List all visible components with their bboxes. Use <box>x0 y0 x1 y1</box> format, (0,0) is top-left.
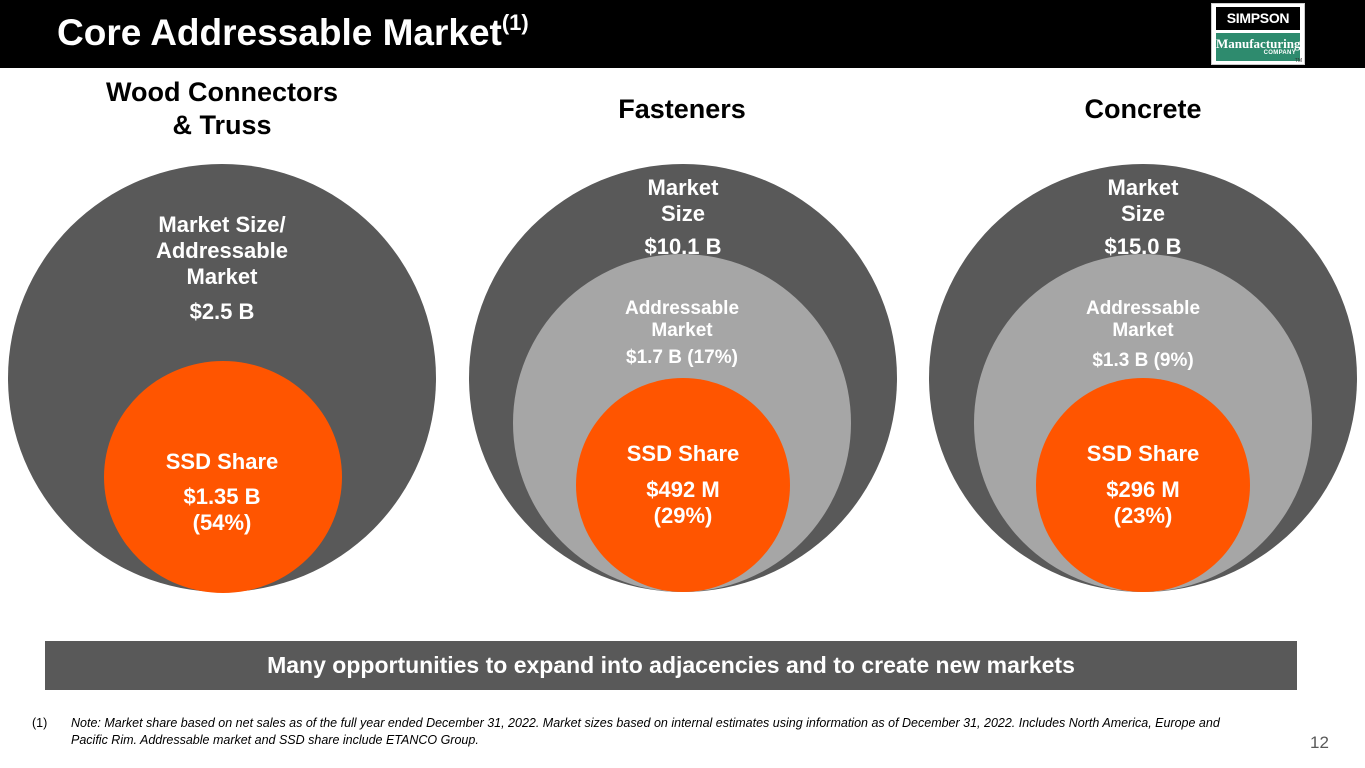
concrete-ssd-share-value: $296 M (23%) <box>1106 477 1180 528</box>
wood-ssd-share-value: $1.35 B (54%) <box>183 484 261 535</box>
footnote-number: (1) <box>32 716 48 730</box>
simpson-logo: SIMPSON Manufacturing COMPANY TM <box>1211 3 1305 65</box>
fasteners-ssd-share-value: $492 M (29%) <box>646 477 720 528</box>
fasteners-title: Fasteners <box>618 94 746 124</box>
fasteners-ssd-share-label: SSD Share <box>626 441 740 466</box>
wood-connectors-title: Wood Connectors & Truss <box>106 77 338 140</box>
concrete-addressable-label: Addressable Market <box>1085 298 1201 341</box>
logo-simpson-text: SIMPSON <box>1216 7 1300 30</box>
fasteners-addressable-value: $1.7 B (17%) <box>626 347 738 368</box>
wood-ssd-share-circle <box>104 361 342 593</box>
logo-trademark: TM <box>1294 58 1302 64</box>
opportunities-banner: Many opportunities to expand into adjace… <box>45 641 1297 690</box>
concrete-title: Concrete <box>1084 94 1202 124</box>
wood-ssd-share-label: SSD Share <box>165 449 279 474</box>
concrete-ssd-share-label: SSD Share <box>1086 441 1200 466</box>
fasteners-addressable-label: Addressable Market <box>624 298 740 341</box>
logo-manufacturing-text: Manufacturing <box>1216 36 1301 51</box>
concrete-market-label: Market Size <box>1107 175 1179 226</box>
page-number: 12 <box>1310 733 1329 752</box>
title-footnote-marker: (1) <box>501 9 529 35</box>
fasteners-ssd-share-circle <box>576 378 790 592</box>
footnote-text: Note: Market share based on net sales as… <box>71 716 1220 747</box>
concrete-ssd-share-circle <box>1036 378 1250 592</box>
fasteners-market-label: Market Size <box>647 175 719 226</box>
header-bar: Core Addressable Market(1) <box>0 0 1365 68</box>
wood-market-label: Market Size/ Addressable Market <box>155 212 289 289</box>
logo-company-text: COMPANY <box>1263 50 1296 56</box>
concrete-addressable-value: $1.3 B (9%) <box>1092 350 1194 371</box>
page-title: Core Addressable Market(1) <box>57 9 529 53</box>
wood-market-value: $2.5 B <box>189 299 255 324</box>
logo-green-band: Manufacturing COMPANY <box>1216 33 1301 61</box>
